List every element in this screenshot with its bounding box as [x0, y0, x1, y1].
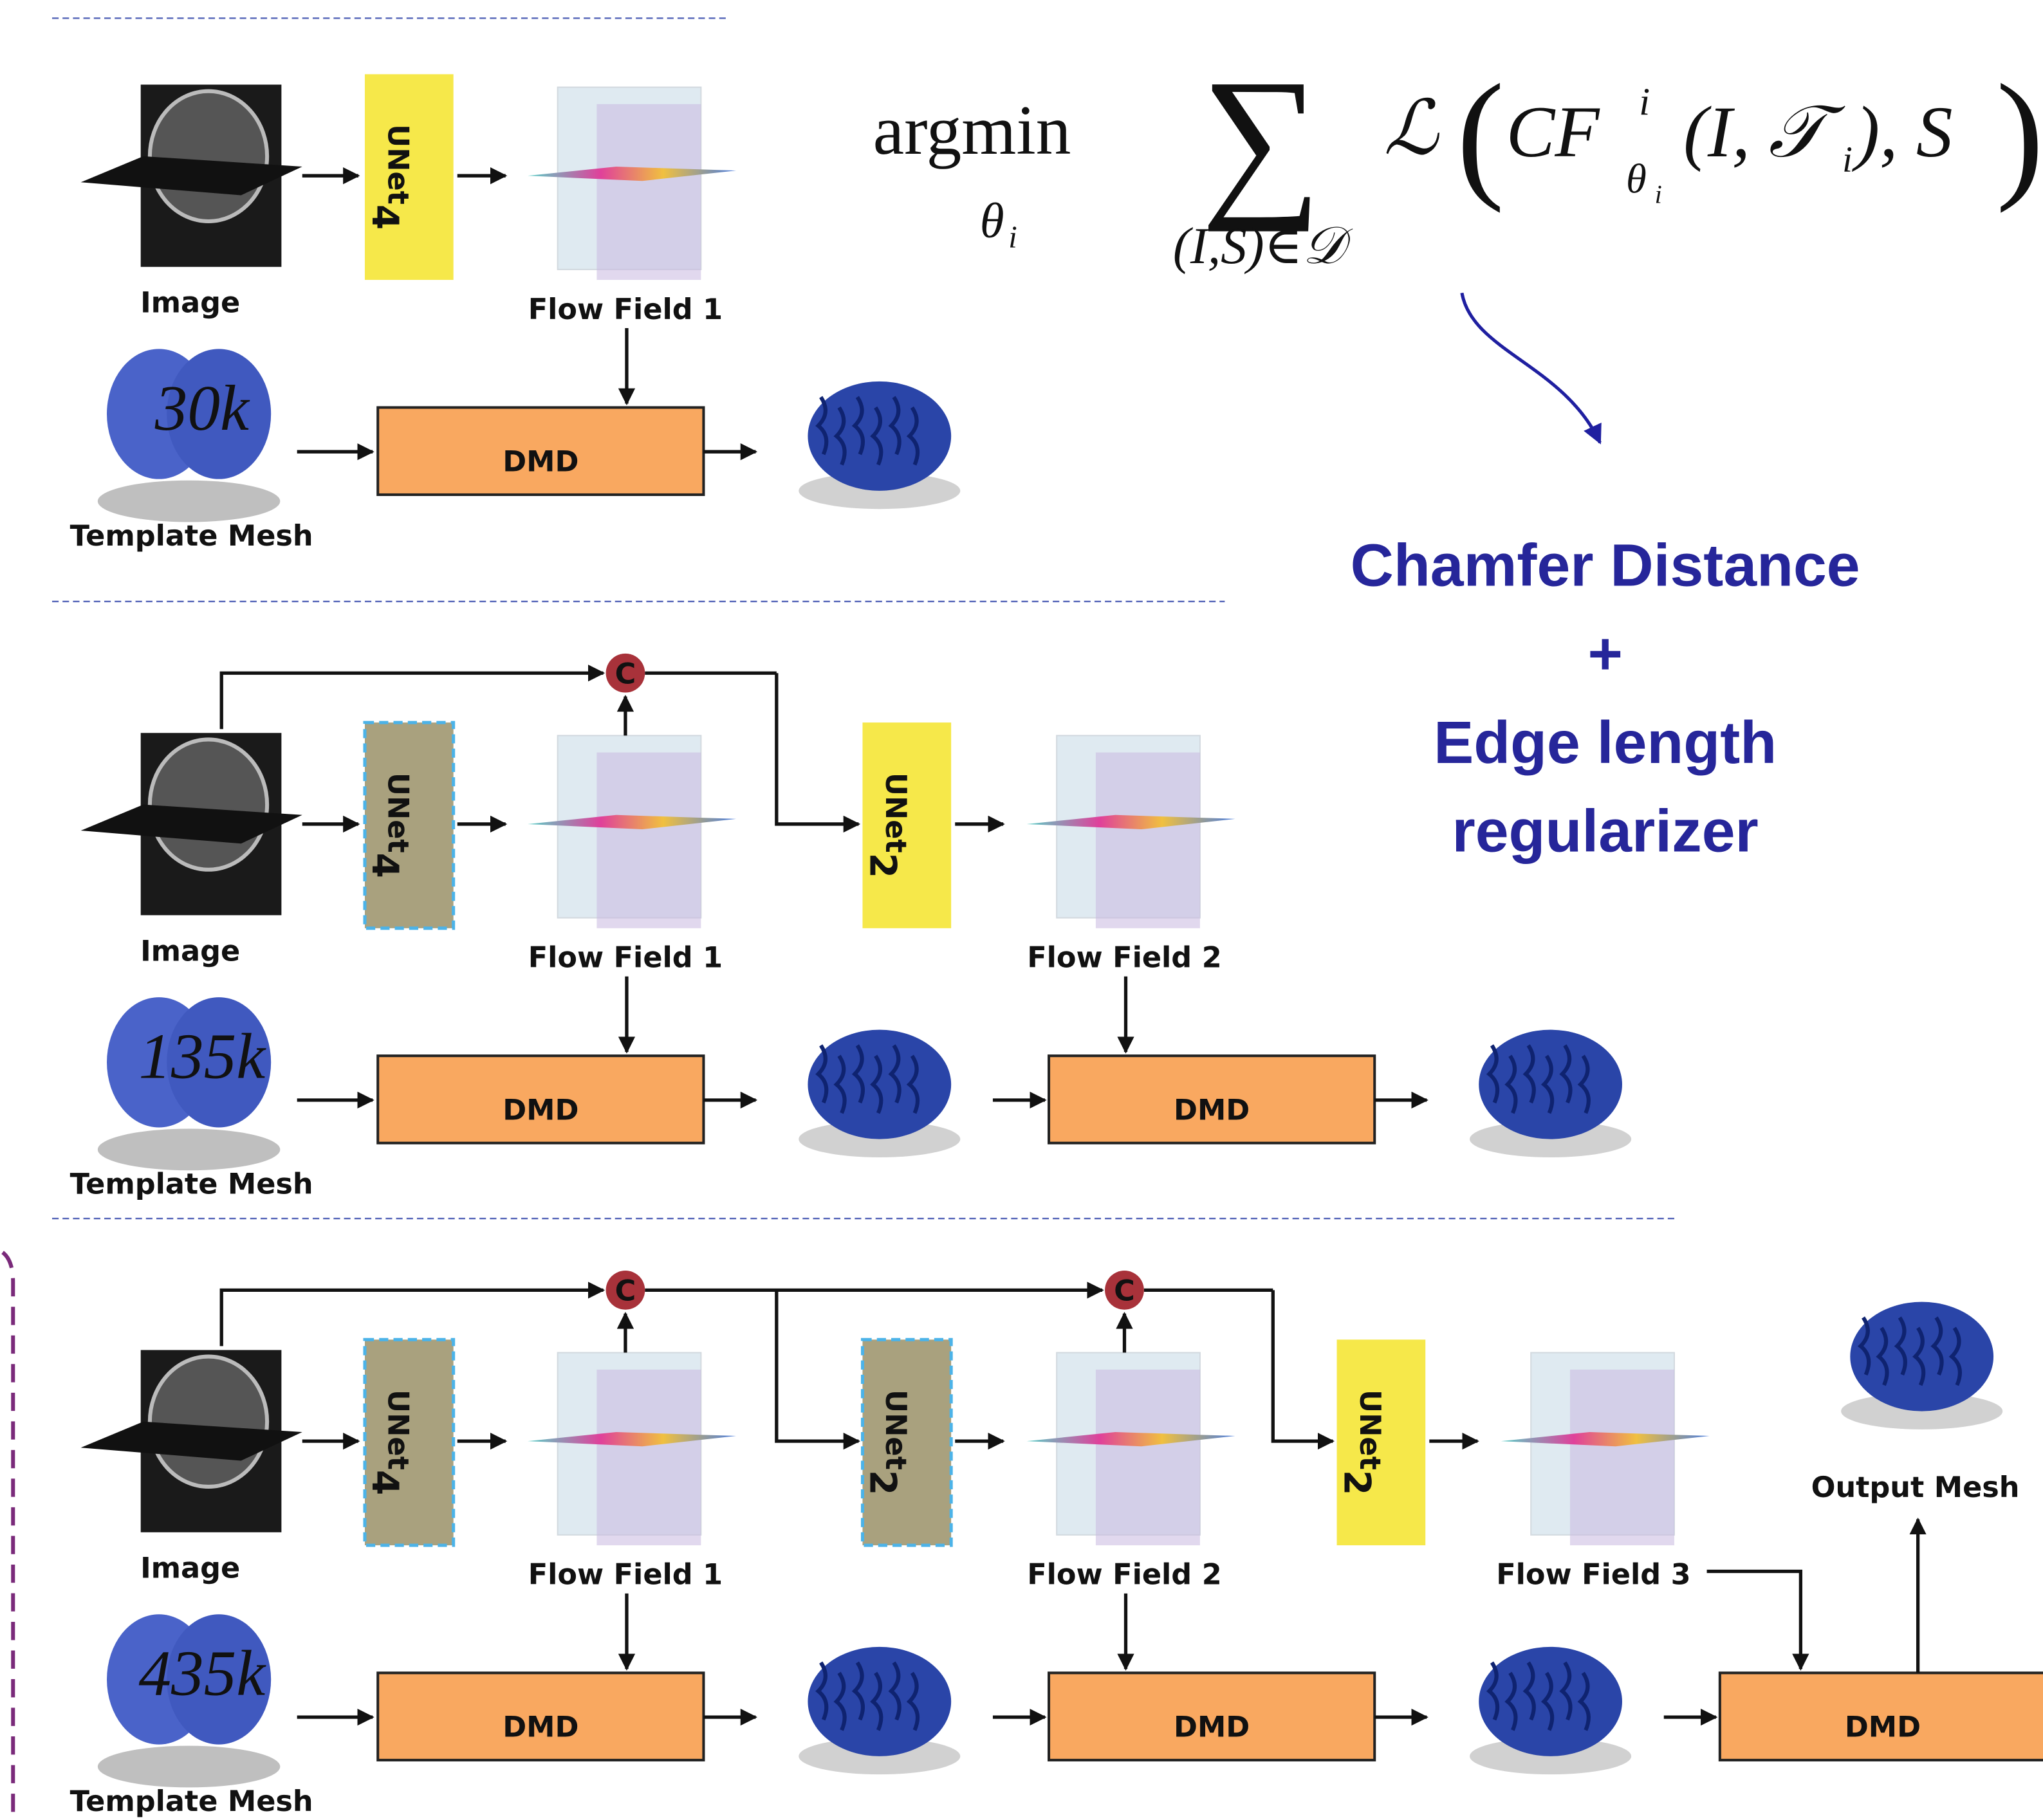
loss-arrow	[1462, 293, 1600, 443]
flow-front	[1570, 1370, 1674, 1545]
formula-part: i	[1639, 80, 1650, 124]
flow-front	[596, 1370, 701, 1545]
unet-sub: 4	[364, 1470, 406, 1495]
unet-name: UNet	[879, 773, 912, 853]
unet-name: UNet	[381, 773, 414, 853]
template-label: Template Mesh	[70, 1168, 313, 1201]
concat-label: C	[1114, 1274, 1135, 1308]
stage: Image135kTemplate MeshUNet4Flow Field 1D…	[70, 654, 1631, 1201]
formula-part: argmin	[873, 91, 1071, 169]
template-label: Template Mesh	[70, 519, 313, 553]
flow-front	[596, 753, 701, 928]
bracket	[3, 1253, 13, 1820]
dmd-label: DMD	[503, 1711, 578, 1744]
arrow	[777, 1290, 859, 1441]
dmd-label: DMD	[503, 445, 578, 479]
dmd-label: DMD	[503, 1093, 578, 1126]
vertex-count: 135k	[138, 1020, 266, 1092]
mri-head	[150, 1357, 267, 1487]
formula-part: ∑	[1201, 45, 1322, 232]
brain	[1850, 1302, 1993, 1411]
flow-front	[1096, 753, 1200, 928]
mri-head	[150, 739, 267, 869]
loss-line: regularizer	[1452, 797, 1759, 864]
formula-part: (I, 𝒯	[1683, 91, 1845, 172]
brain	[808, 1647, 951, 1756]
unet-sub: 2	[862, 1470, 904, 1495]
flow-label: Flow Field 3	[1496, 1558, 1690, 1592]
flow-front	[596, 104, 701, 280]
formula-part: )	[1996, 55, 2043, 214]
formula-part: i	[1008, 219, 1017, 254]
image-label: Image	[140, 286, 240, 320]
template-label: Template Mesh	[70, 1785, 313, 1818]
brain	[808, 1030, 951, 1139]
diagram: Chamfer Distance + Edge length regulariz…	[0, 0, 2043, 1820]
arrow	[1273, 1290, 1333, 1441]
flow-label: Flow Field 2	[1027, 941, 1221, 975]
unet-sub: 4	[364, 853, 406, 878]
dmd-label: DMD	[1174, 1093, 1250, 1126]
unet-name: UNet	[879, 1390, 912, 1470]
formula-part: i	[1655, 180, 1662, 209]
dmd-label: DMD	[1845, 1711, 1921, 1744]
formula-part: ℒ	[1383, 87, 1439, 170]
formula-part: CF	[1506, 91, 1601, 172]
page: Chamfer Distance + Edge length regulariz…	[0, 0, 2043, 1820]
concat-label: C	[615, 1274, 636, 1308]
arrow	[777, 673, 859, 824]
mesh-shadow	[98, 1128, 280, 1170]
flow-label: Flow Field 1	[528, 941, 723, 975]
concat-label: C	[615, 657, 636, 690]
arrow	[221, 1290, 603, 1346]
arrow	[1707, 1571, 1801, 1669]
unet-name: UNet	[381, 124, 414, 205]
vertex-count: 435k	[138, 1637, 266, 1709]
brain	[1479, 1030, 1622, 1139]
image-label: Image	[140, 1552, 240, 1585]
unet-sub: 2	[862, 853, 904, 878]
flow-label: Flow Field 1	[528, 293, 723, 326]
formula-part: (	[1457, 55, 1504, 214]
flow-front	[1096, 1370, 1200, 1545]
unet-name: UNet	[381, 1390, 414, 1470]
output-label: Output Mesh	[1811, 1471, 2020, 1504]
mesh-shadow	[98, 1746, 280, 1788]
mri-head	[150, 91, 267, 221]
brain	[1479, 1647, 1622, 1756]
formula-part: ), S	[1851, 91, 1952, 172]
loss-plus: +	[1587, 620, 1622, 687]
unet-sub: 4	[364, 205, 406, 230]
flow-label: Flow Field 1	[528, 1558, 723, 1592]
vertex-count: 30k	[154, 372, 250, 444]
unet-sub: 2	[1336, 1470, 1378, 1495]
formula-part: (I,S)∈𝒟	[1173, 217, 1353, 275]
brain	[808, 381, 951, 491]
unet-name: UNet	[1353, 1390, 1387, 1470]
image-label: Image	[140, 934, 240, 968]
loss-line: Edge length	[1434, 709, 1777, 776]
flow-label: Flow Field 2	[1027, 1558, 1221, 1592]
dmd-label: DMD	[1174, 1711, 1250, 1744]
formula-part: θ	[980, 192, 1004, 248]
arrow	[221, 673, 603, 729]
formula-part: i	[1842, 140, 1853, 180]
stage: Image 30k Template Mesh UNet4 Flow Field 1 DM…	[70, 74, 961, 553]
mesh-shadow	[98, 481, 280, 522]
loss-line: Chamfer Distance	[1351, 532, 1860, 599]
formula-part: θ	[1626, 156, 1647, 203]
